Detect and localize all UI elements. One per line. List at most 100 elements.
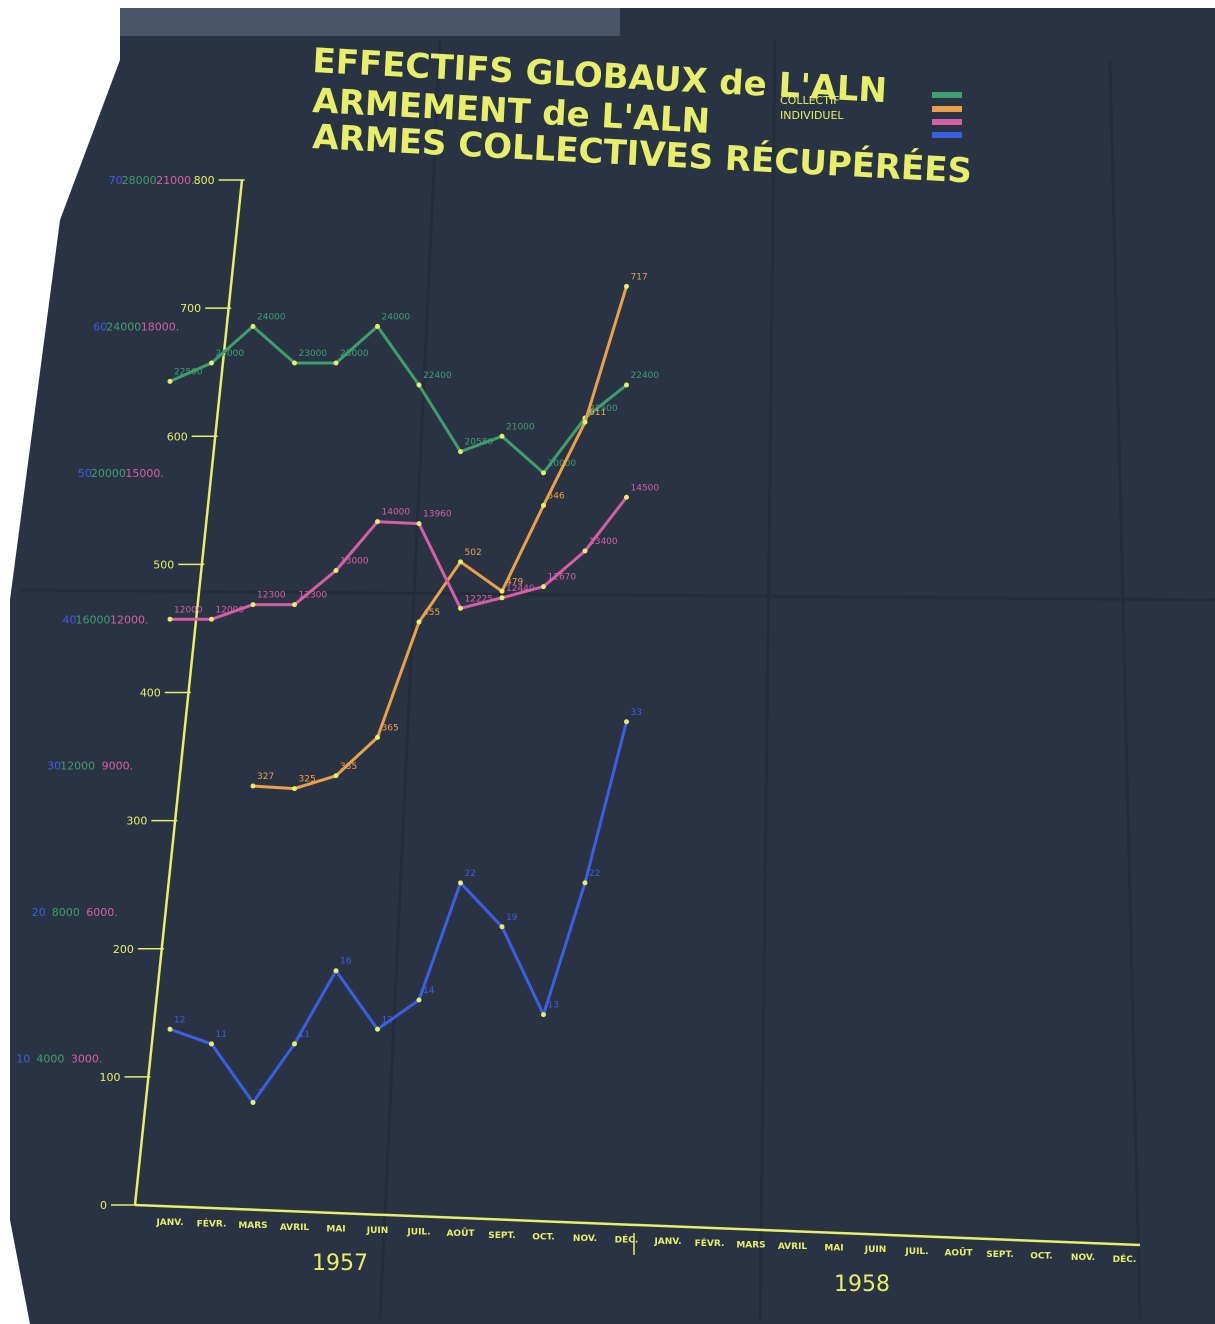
data-point (167, 1026, 173, 1032)
data-point (416, 382, 422, 388)
y-tick-label: 18000. (141, 320, 180, 333)
data-label: 327 (257, 772, 274, 782)
data-point (624, 494, 629, 500)
data-label: 717 (631, 272, 648, 282)
x-tick-label: AOÛT (944, 1246, 973, 1258)
data-label: 33 (631, 708, 642, 718)
y-tick-label: 800 (194, 174, 215, 187)
data-label: 13400 (589, 537, 618, 547)
legend-swatch-collectif (932, 106, 962, 112)
x-tick-label: FÉVR. (695, 1237, 725, 1249)
y-tick-label: 600 (167, 430, 188, 443)
data-label: 12225 (465, 594, 494, 604)
y-tick-label: 15000. (125, 467, 164, 480)
data-point (375, 323, 380, 329)
data-label: 14500 (631, 483, 660, 493)
data-label: 325 (299, 775, 316, 785)
data-label: 22500 (174, 367, 203, 377)
x-tick-label: JUIL. (904, 1247, 928, 1257)
fold-lines (19, 39, 1215, 1321)
y-tick-label: 0 (100, 1199, 107, 1212)
y-tick-label: 16000 (76, 613, 111, 626)
y-tick-label: 8000 (52, 906, 80, 919)
x-tick-label: JUIN (864, 1245, 887, 1255)
data-label: 12670 (548, 573, 577, 583)
data-label: 23000 (216, 349, 245, 359)
data-label: 12 (382, 1015, 393, 1025)
data-label: 479 (506, 577, 523, 587)
data-label: 12300 (299, 591, 328, 601)
data-label: 21000 (506, 422, 535, 432)
data-label: 12300 (257, 591, 286, 601)
data-label: 546 (548, 491, 565, 501)
y-tick-label: 500 (153, 558, 174, 571)
data-point (333, 968, 339, 974)
data-point (499, 924, 505, 930)
legend-swatch-recuperees (932, 132, 962, 138)
x-axis-labels: JANV. FÉVR. MARS AVRIL MAI JUIN JUIL. AOÛT SEPT.… (155, 1218, 1136, 1297)
data-label: 365 (382, 723, 399, 733)
y-tick-label: 300 (126, 815, 147, 828)
data-point (209, 1041, 214, 1047)
x-tick-label: MARS (736, 1240, 765, 1250)
data-point (458, 880, 463, 886)
data-point (292, 786, 297, 792)
data-point (541, 470, 546, 476)
x-tick-label: SEPT. (488, 1231, 515, 1241)
data-label: 12440 (506, 584, 535, 594)
data-label: 12000 (216, 605, 245, 615)
legend-label-individuel: INDIVIDUEL (780, 109, 844, 122)
x-tick-label: AOÛT (446, 1227, 475, 1239)
data-point (292, 602, 297, 608)
x-tick-label: JANV. (653, 1237, 681, 1247)
x-tick-label: AVRIL (280, 1223, 310, 1233)
y-tick-label: 60 (93, 320, 107, 333)
data-label: 24000 (257, 312, 286, 322)
year-label-1957: 1957 (312, 1251, 368, 1276)
x-tick-label: OCT. (532, 1232, 554, 1242)
x-tick-label: OCT. (1030, 1252, 1052, 1262)
data-point (458, 559, 463, 565)
data-label: 14 (423, 986, 435, 996)
data-label: 14000 (382, 508, 411, 518)
data-label: 22 (589, 869, 600, 879)
y-tick-label: 21000. (156, 174, 195, 187)
data-point (416, 521, 422, 527)
data-point (375, 1026, 380, 1032)
x-tick-label: DÉC. (615, 1234, 639, 1246)
data-point (333, 567, 339, 573)
data-label: 21500 (589, 404, 618, 414)
data-point (499, 433, 505, 439)
data-point (209, 616, 214, 622)
data-label: 335 (340, 762, 357, 772)
series-2: 12000 12000 12300 12300 13000 14000 13960 12225… (167, 483, 660, 622)
y-tick-label: 10 (16, 1053, 30, 1066)
data-label: 611 (589, 408, 606, 418)
series-line (170, 496, 628, 621)
data-point (541, 584, 546, 590)
data-point (624, 719, 629, 725)
y-tick-label: 9000. (102, 760, 134, 773)
y-tick-label: 70 (109, 174, 123, 187)
y-tick-label: 12000 (60, 760, 95, 773)
data-label: 24000 (382, 312, 411, 322)
data-label: 12 (174, 1015, 185, 1025)
year-label-1958: 1958 (834, 1272, 890, 1297)
x-tick-label: AVRIL (778, 1242, 808, 1252)
y-tick-label: 3000. (71, 1053, 103, 1066)
data-point (250, 783, 256, 789)
data-point (250, 1100, 256, 1105)
y-tick-label: 4000 (36, 1053, 64, 1066)
data-label: 22 (465, 869, 476, 879)
data-point (458, 605, 463, 611)
data-point (209, 360, 214, 366)
series-line (252, 285, 628, 791)
data-label: 11 (216, 1030, 227, 1040)
y-tick-label: 24000 (106, 320, 141, 333)
legend-swatch-individuel (932, 119, 962, 125)
data-label: 13 (548, 1001, 559, 1011)
y-tick-label: 6000. (86, 906, 118, 919)
data-label: 7 (257, 1089, 263, 1099)
data-label: 20000 (548, 459, 577, 469)
